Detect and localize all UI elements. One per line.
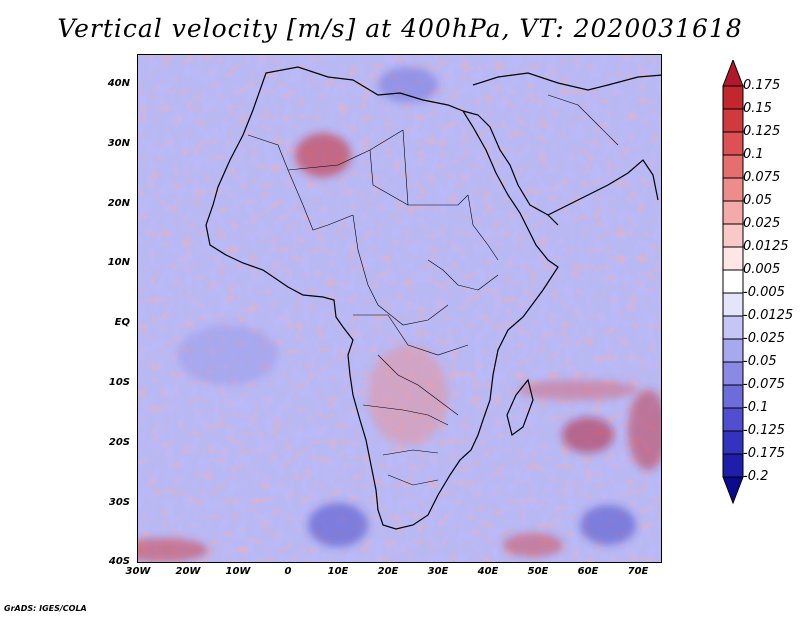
country-borders — [247, 94, 619, 486]
colorbar-tick-label: 0.0125 — [743, 239, 789, 254]
colorbar-tick-label: -0.025 — [743, 331, 785, 346]
colorbar-swatch — [722, 292, 744, 317]
positive-field-texture — [138, 55, 661, 562]
colorbar-tick-label: 0.1 — [743, 147, 764, 162]
map-title: Vertical velocity [m/s] at 400hPa, VT: 2… — [57, 14, 743, 43]
colorbar-tick-label: -0.05 — [743, 354, 777, 369]
lon-label-10e: 10E — [327, 566, 349, 577]
colorbar-tick-label: -0.1 — [743, 400, 769, 415]
colorbar-swatch — [722, 453, 744, 478]
lon-label-20e: 20E — [377, 566, 399, 577]
colorbar-tick-label: -0.075 — [743, 377, 785, 392]
lon-label-70e: 70E — [627, 566, 649, 577]
lat-label-10s: 10S — [108, 377, 130, 388]
lon-label-0: 0 — [284, 566, 292, 577]
colorbar-swatch — [722, 269, 744, 294]
lon-label-30e: 30E — [427, 566, 449, 577]
colorbar-swatch — [722, 315, 744, 340]
lat-label-40s: 40S — [108, 556, 130, 568]
lon-label-20w: 20W — [175, 566, 201, 577]
colorbar-swatch — [722, 177, 744, 202]
colorbar — [722, 60, 744, 505]
colorbar-swatch — [722, 60, 744, 87]
colorbar-tick-label: 0.075 — [743, 170, 781, 185]
colorbar-swatch — [722, 85, 744, 110]
colorbar-tick-label: -0.175 — [743, 446, 785, 461]
velocity-map — [138, 55, 661, 562]
colorbar-tick-label: -0.005 — [743, 285, 785, 300]
colorbar-tick-label: 0.05 — [743, 193, 772, 208]
colorbar-swatch — [722, 246, 744, 271]
colorbar-tick-label: 0.175 — [743, 78, 781, 93]
colorbar-tick-label: 0.125 — [743, 124, 781, 139]
lon-label-50e: 50E — [527, 566, 549, 577]
lat-label-40n: 40N — [107, 78, 130, 89]
colorbar-tick-label: -0.125 — [743, 423, 785, 438]
colorbar-tick-label: -0.0125 — [743, 308, 794, 323]
colorbar-tick-label: 0.15 — [743, 101, 772, 116]
lon-label-60e: 60E — [577, 566, 599, 577]
colorbar-swatch — [722, 200, 744, 225]
lat-label-20s: 20S — [108, 436, 130, 448]
lon-label-10w: 10W — [225, 566, 251, 577]
lat-label-30n: 30N — [107, 137, 130, 149]
colorbar-swatch — [722, 407, 744, 432]
colorbar-swatch — [722, 384, 744, 409]
colorbar-swatch — [722, 338, 744, 363]
strong-downdraft-regions — [178, 67, 636, 547]
map-plot-area[interactable] — [137, 54, 662, 563]
lat-label-eq: EQ — [114, 317, 130, 329]
lon-label-30w: 30W — [125, 566, 151, 577]
colorbar-swatch — [722, 430, 744, 455]
colorbar-tick-label: 0.005 — [743, 262, 781, 277]
strong-updraft-regions — [138, 133, 661, 562]
lat-label-20n: 20N — [107, 197, 130, 209]
lat-label-30s: 30S — [108, 496, 130, 508]
colorbar-tick-label: -0.2 — [743, 469, 769, 484]
colorbar-swatch — [722, 108, 744, 133]
lon-label-40e: 40E — [477, 566, 499, 577]
colorbar-tick-label: 0.025 — [743, 216, 781, 231]
colorbar-swatch — [722, 361, 744, 386]
credit-text: GrADS: IGES/COLA — [4, 604, 87, 613]
colorbar-swatch — [722, 154, 744, 179]
lat-label-10n: 10N — [107, 257, 130, 269]
colorbar-swatch — [722, 223, 744, 248]
colorbar-swatch — [722, 131, 744, 156]
colorbar-swatch — [722, 476, 744, 505]
coastlines — [205, 66, 661, 530]
